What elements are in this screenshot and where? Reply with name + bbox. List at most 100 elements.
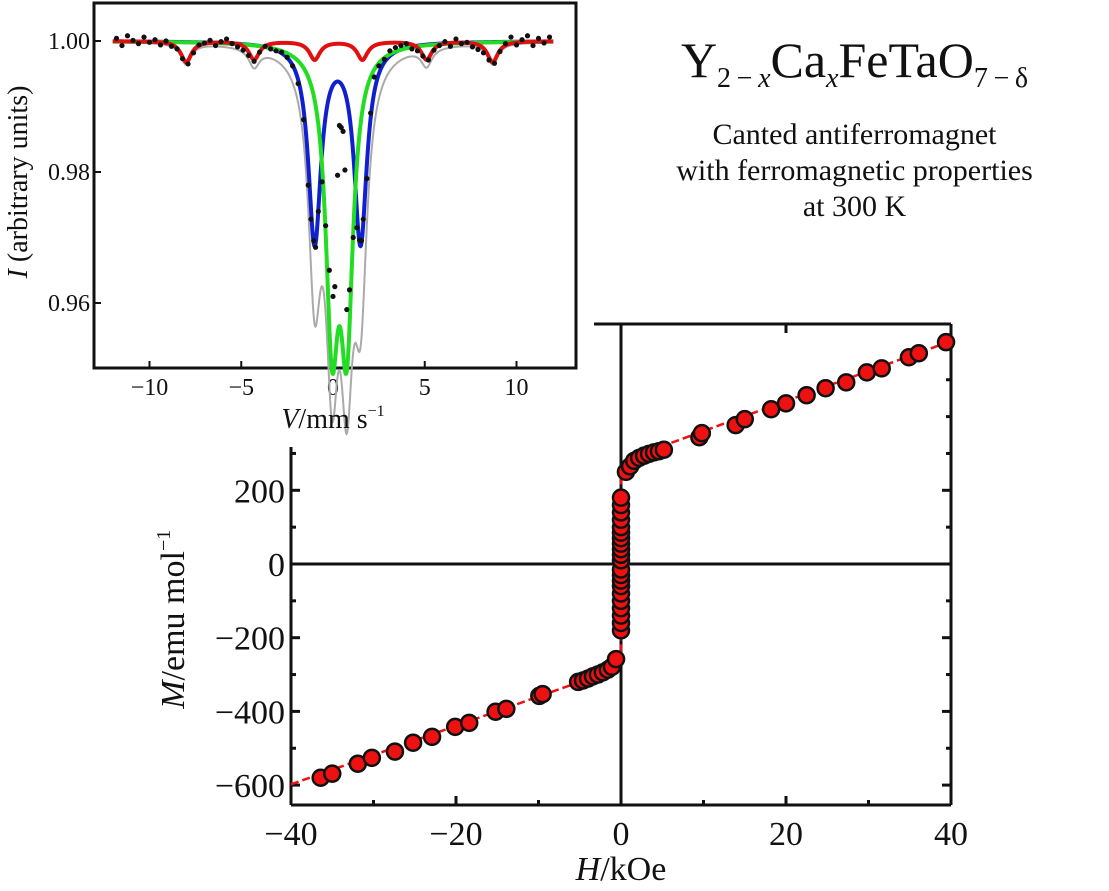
data-point — [207, 37, 213, 43]
data-point — [654, 440, 674, 460]
data-point — [279, 49, 285, 55]
data-point — [157, 42, 164, 48]
x-tick-label: −10 — [131, 375, 169, 401]
data-point — [312, 244, 319, 250]
y-tick-label: −600 — [215, 768, 285, 805]
y-axis-label: I (arbitrary units) — [3, 86, 34, 280]
data-point — [431, 47, 437, 53]
data-point — [475, 46, 481, 53]
data-point — [447, 43, 454, 49]
data-point — [332, 284, 338, 290]
data-point — [135, 41, 142, 47]
data-point — [436, 42, 443, 49]
data-point — [387, 48, 393, 54]
data-point — [229, 41, 235, 47]
x-axis-label-unit: /kOe — [600, 851, 666, 886]
formula-part: FeTaO — [838, 32, 974, 88]
data-point — [141, 34, 147, 40]
y-tick-label: 0.96 — [48, 291, 90, 317]
formula-part: Ca — [770, 32, 827, 88]
x-axis-label-symbol: H — [575, 851, 603, 886]
formula-part: 2 − — [717, 63, 759, 94]
data-point — [524, 33, 531, 39]
data-point — [262, 43, 268, 49]
data-point — [409, 46, 415, 52]
data-point — [368, 110, 374, 116]
y-axis-label-symbol: M — [155, 679, 192, 710]
y-tick-label: −200 — [215, 621, 285, 658]
data-point — [425, 57, 432, 63]
data-point — [245, 52, 252, 59]
data-point — [152, 37, 158, 43]
data-point — [497, 699, 516, 719]
data-point — [453, 36, 459, 42]
data-point — [319, 179, 325, 185]
data-point — [761, 399, 781, 419]
data-point — [381, 56, 387, 62]
subtitle-line: with ferromagnetic properties — [676, 154, 1033, 187]
data-point — [190, 50, 197, 56]
data-point — [130, 37, 136, 43]
data-point — [315, 208, 321, 214]
subtitle: Canted antiferromagnet with ferromagneti… — [600, 117, 1109, 225]
data-point — [611, 488, 631, 507]
data-point — [273, 48, 279, 54]
data-point — [295, 80, 301, 87]
compound-formula: Y2 − xCaxFeTaO7 − δ — [600, 30, 1109, 109]
x-tick-label: 40 — [934, 816, 968, 853]
data-point — [376, 63, 382, 69]
x-tick-label: 10 — [505, 375, 529, 401]
data-point — [836, 373, 856, 392]
data-point — [486, 57, 492, 63]
data-point — [223, 36, 230, 42]
y-axis-label-unit: (arbitrary units) — [3, 86, 34, 270]
y-axis-label: M/emu mol−1 — [153, 530, 192, 710]
data-point — [458, 41, 465, 47]
formula-part: x — [826, 63, 839, 94]
y-tick-label: 0.98 — [48, 160, 90, 186]
data-point — [546, 34, 553, 40]
data-point — [330, 293, 336, 300]
x-tick-label: −20 — [429, 816, 482, 853]
data-point — [403, 733, 423, 752]
data-point — [257, 49, 263, 55]
x-axis-label-unit: /mm s — [298, 404, 367, 435]
data-point — [464, 39, 470, 45]
data-point — [497, 48, 503, 55]
data-point — [305, 182, 311, 188]
subtitle-line: at 300 K — [802, 190, 907, 223]
data-point — [530, 42, 536, 49]
x-tick-label: 20 — [769, 816, 803, 853]
y-tick-label: 1.00 — [48, 29, 90, 55]
data-point — [311, 238, 317, 244]
y-axis-label-unit: /emu mol — [155, 551, 192, 680]
data-point — [218, 39, 224, 45]
y-tick-label: 200 — [234, 473, 285, 510]
data-point — [469, 44, 476, 50]
data-point — [268, 46, 274, 52]
data-point — [308, 216, 314, 222]
x-tick-label: 0 — [613, 816, 630, 853]
x-axis-label-exponent: −1 — [368, 403, 385, 420]
subtitle-line: Canted antiferromagnet — [712, 118, 997, 151]
data-point — [371, 74, 377, 80]
data-point — [323, 764, 342, 783]
data-point — [459, 713, 479, 733]
data-point — [606, 649, 626, 669]
y-tick-label: 0 — [268, 547, 285, 584]
data-point — [185, 61, 191, 67]
data-point — [735, 409, 754, 429]
data-point — [344, 306, 350, 313]
data-point — [338, 124, 344, 131]
data-point — [519, 37, 525, 43]
data-point — [290, 63, 296, 69]
data-point — [240, 47, 246, 53]
data-point — [146, 39, 153, 45]
data-point — [251, 58, 257, 64]
data-point — [692, 423, 712, 443]
data-point — [358, 238, 365, 244]
x-tick-label: −40 — [264, 816, 317, 853]
formula-part: Y — [680, 32, 718, 88]
data-point — [403, 41, 409, 47]
data-point — [392, 44, 398, 51]
